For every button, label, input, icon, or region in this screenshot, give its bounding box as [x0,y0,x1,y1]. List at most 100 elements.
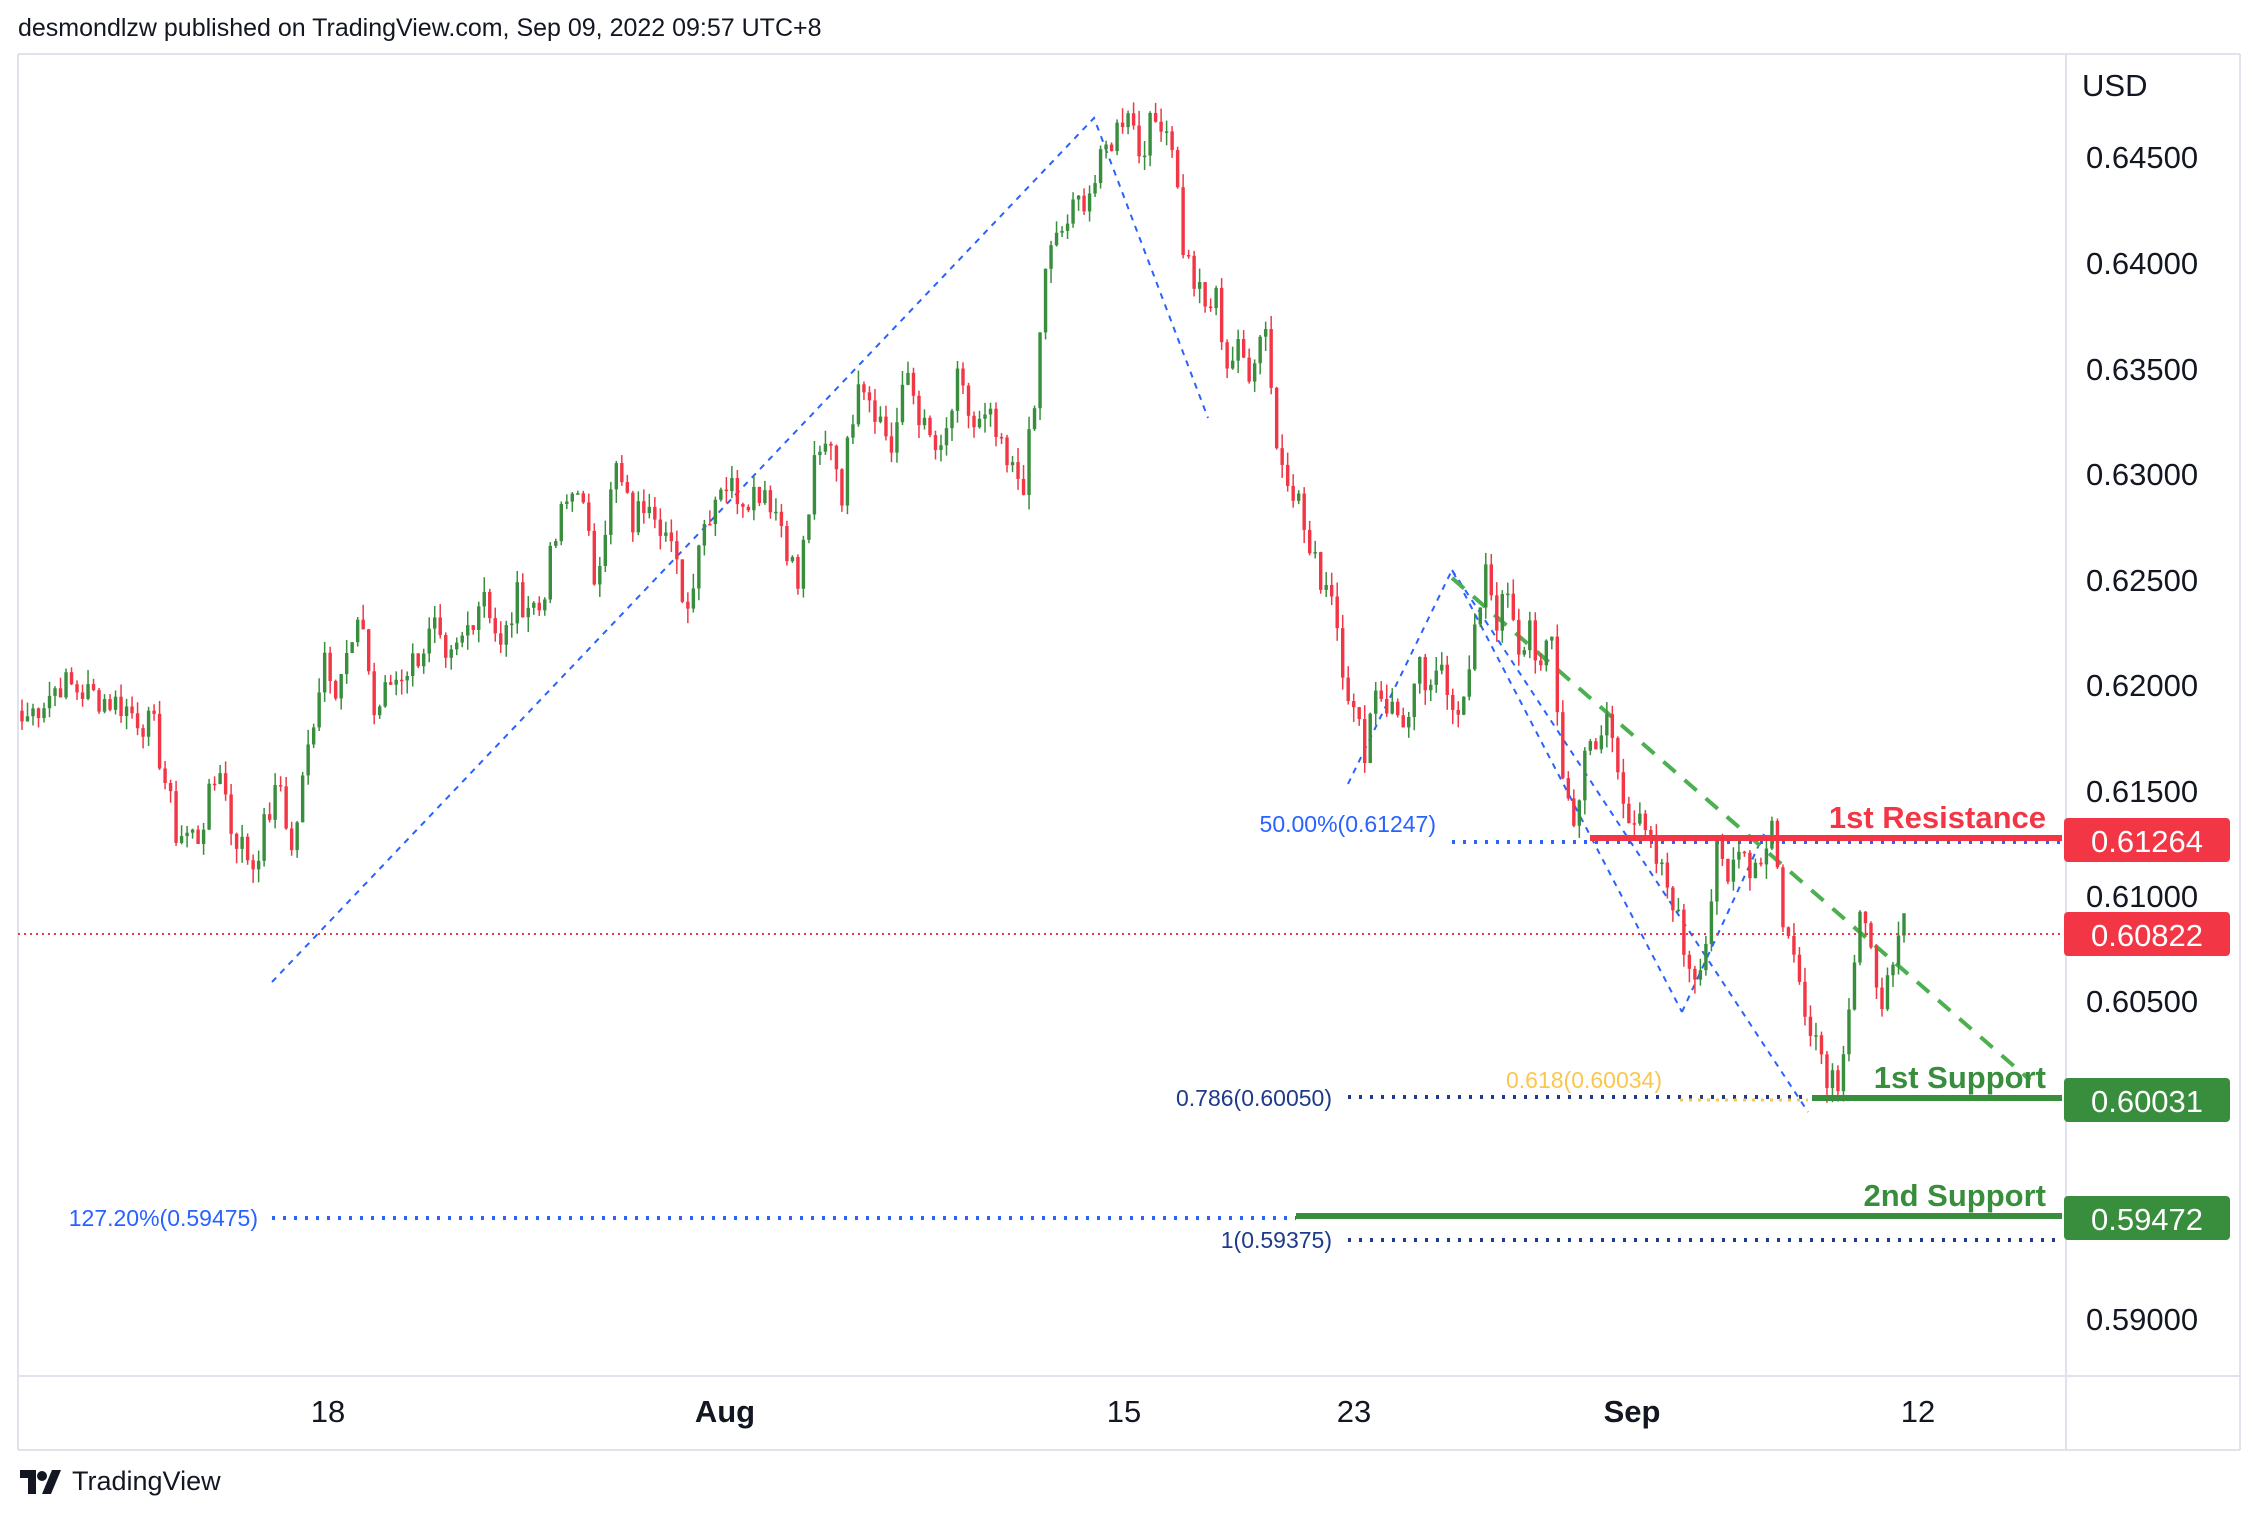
candle-body [961,368,965,386]
candle-body [1340,628,1345,678]
candle-body [1137,125,1141,157]
candle-body [647,506,652,514]
candle-body [1093,183,1097,194]
candle-body [1087,193,1092,212]
candle-body [658,519,663,536]
candle-body [1016,462,1020,479]
candle-body [1005,437,1009,466]
candle-body [1357,707,1361,720]
candle-body [697,545,701,589]
candle-body [1693,968,1697,980]
current-price-badge: 0.60822 [2064,912,2230,956]
fib-label-1: 1(0.59375) [1221,1227,1332,1253]
candle-body [339,674,343,699]
candle-body [1583,750,1587,801]
candle-body [1539,660,1543,666]
candle-body [1247,357,1251,382]
candle-body [1203,282,1207,307]
candle-body [581,493,586,503]
candle-body [972,415,976,428]
candle-body [295,822,299,851]
candle-body [1230,360,1235,369]
candle-body [928,417,932,436]
resistance-1-badge: 0.61264 [2064,818,2230,862]
resistance-1-label: 1st Resistance [1829,800,2046,835]
candle-body [1153,112,1158,122]
candle-body [801,539,806,589]
candle-body [1731,859,1736,882]
candle-body [1407,717,1411,728]
candle-body [1880,987,1884,1010]
candle-body [1120,122,1125,128]
candle-body [1423,657,1427,691]
candle-body [212,783,217,786]
candle-body [196,829,200,845]
candle-body [1462,696,1466,715]
candle-body [1858,911,1862,963]
candle-body [1643,813,1648,831]
candle-body [636,501,641,533]
candle-body [1071,199,1075,224]
candle-body [1208,306,1213,309]
candle-body [1610,714,1615,738]
candle-body [201,829,206,845]
candle-body [862,384,866,393]
candle-body [1186,255,1191,257]
candle-body [988,408,993,415]
candle-body [1550,636,1554,641]
candle-body [680,559,685,602]
swing-lines [271,116,1809,1113]
candle-body [1027,429,1031,495]
candle-body [1385,698,1389,714]
candle-body [1753,862,1758,879]
footer-brand: TradingView [72,1466,221,1496]
candle-body [939,445,943,450]
tradingview-logo-icon [20,1469,61,1494]
footer: TradingView [18,1466,221,1497]
candle-body [1599,735,1604,750]
candle-body [394,679,398,685]
candle-body [1307,529,1312,554]
candle-body [845,437,850,506]
candle-body [1374,690,1378,714]
candle-body [1605,714,1609,736]
candle-body [1902,913,1906,936]
candle-body [1109,144,1114,152]
candle-body [1274,387,1279,449]
candle-body [1329,584,1334,597]
candle-body [422,653,426,667]
candle-body [1440,664,1444,671]
candle-body [1181,187,1185,256]
candle-body [587,502,591,531]
candle-body [1192,255,1196,289]
candle-body [383,682,387,707]
candle-body [1709,901,1714,944]
candle-body [245,836,250,861]
candle-body [1720,837,1725,859]
candle-body [1451,695,1455,710]
candle-body [1500,594,1504,631]
candle-body [906,372,910,385]
candle-body [179,836,184,843]
candle-body [867,392,872,401]
candle-body [361,619,365,630]
candle-body [1335,596,1339,629]
candle-body [1885,975,1890,1010]
candle-body [1473,624,1477,670]
candle-body [168,783,173,792]
candle-body [609,489,613,535]
candle-body [1742,851,1747,854]
candle-body [1484,564,1488,608]
candle-body [922,417,927,426]
candle-body [377,706,382,716]
fib-label-1272: 127.20%(0.59475) [69,1205,258,1231]
fib-label-0618: 0.618(0.60034) [1506,1067,1662,1093]
candle-body [102,699,107,712]
price-tick: 0.63000 [2086,457,2198,492]
candle-body [251,860,255,870]
candle-body [25,716,30,722]
candle-body [1506,593,1510,596]
candle-body [1819,1035,1824,1055]
candle-body [1759,862,1763,865]
